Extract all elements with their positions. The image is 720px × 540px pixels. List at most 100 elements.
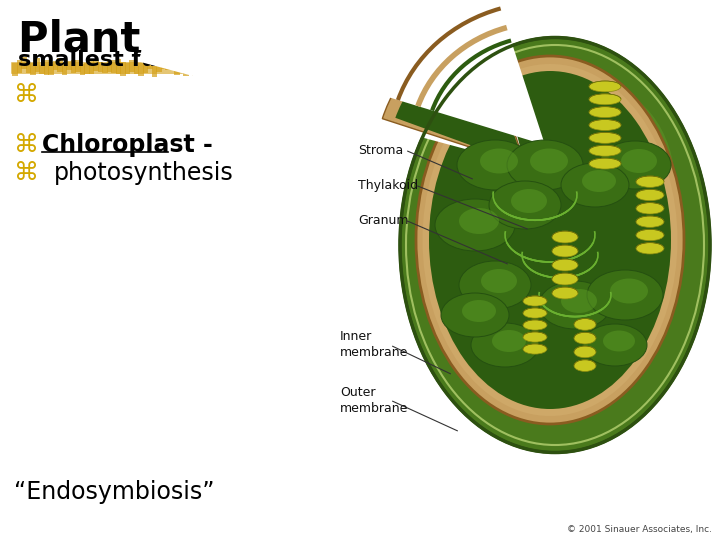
- Bar: [93, 60, 99, 71]
- Ellipse shape: [636, 242, 664, 254]
- Bar: [435, 56, 441, 70]
- Bar: [449, 63, 454, 75]
- Ellipse shape: [471, 323, 539, 367]
- Bar: [480, 63, 485, 72]
- Ellipse shape: [621, 149, 657, 173]
- Bar: [179, 59, 184, 71]
- Text: ⌘: ⌘: [14, 83, 39, 107]
- Bar: [71, 59, 76, 73]
- Bar: [12, 63, 17, 76]
- Ellipse shape: [561, 163, 629, 207]
- Bar: [133, 66, 139, 73]
- Bar: [372, 63, 377, 77]
- Wedge shape: [382, 22, 525, 165]
- Text: Granum: Granum: [358, 213, 408, 226]
- Bar: [439, 65, 445, 76]
- Bar: [485, 55, 490, 69]
- Bar: [115, 59, 121, 73]
- Ellipse shape: [574, 346, 596, 357]
- Ellipse shape: [480, 148, 518, 173]
- Ellipse shape: [589, 119, 621, 131]
- Bar: [277, 63, 283, 72]
- Bar: [327, 63, 333, 72]
- Bar: [102, 63, 107, 73]
- Bar: [255, 66, 261, 77]
- Ellipse shape: [552, 287, 578, 299]
- Bar: [345, 68, 351, 77]
- Bar: [349, 65, 355, 77]
- Bar: [53, 62, 58, 70]
- Ellipse shape: [589, 145, 621, 156]
- Bar: [359, 65, 364, 76]
- Ellipse shape: [462, 300, 496, 322]
- Ellipse shape: [523, 332, 547, 342]
- Bar: [89, 60, 94, 74]
- Ellipse shape: [589, 94, 621, 105]
- Ellipse shape: [435, 199, 515, 251]
- Bar: [295, 59, 301, 73]
- Bar: [156, 63, 161, 72]
- Ellipse shape: [489, 181, 561, 229]
- Ellipse shape: [589, 81, 621, 92]
- Ellipse shape: [523, 320, 547, 330]
- Bar: [363, 58, 369, 72]
- Bar: [61, 63, 67, 75]
- Ellipse shape: [574, 360, 596, 372]
- Ellipse shape: [492, 330, 526, 352]
- Ellipse shape: [552, 231, 578, 243]
- Ellipse shape: [582, 170, 616, 192]
- Bar: [417, 63, 423, 73]
- Ellipse shape: [636, 230, 664, 241]
- Ellipse shape: [441, 293, 509, 337]
- Bar: [79, 64, 85, 76]
- Bar: [395, 66, 400, 75]
- Ellipse shape: [552, 273, 578, 285]
- Bar: [516, 59, 521, 70]
- Bar: [75, 60, 81, 72]
- Bar: [107, 61, 112, 72]
- FancyBboxPatch shape: [11, 62, 543, 74]
- Bar: [313, 60, 319, 73]
- Ellipse shape: [523, 344, 547, 354]
- Bar: [291, 62, 297, 70]
- Bar: [35, 58, 40, 72]
- Bar: [165, 59, 171, 70]
- Bar: [300, 59, 305, 69]
- Bar: [534, 62, 539, 71]
- Ellipse shape: [583, 324, 647, 366]
- Bar: [331, 67, 337, 77]
- Bar: [489, 62, 495, 73]
- Bar: [543, 63, 549, 75]
- Ellipse shape: [511, 189, 547, 213]
- Wedge shape: [395, 35, 525, 165]
- Text: Chloroplast -: Chloroplast -: [42, 133, 212, 157]
- Bar: [444, 64, 449, 75]
- Text: © 2001 Sinauer Associates, Inc.: © 2001 Sinauer Associates, Inc.: [567, 525, 712, 534]
- Ellipse shape: [574, 319, 596, 330]
- Bar: [125, 63, 130, 73]
- Text: photosynthesis: photosynthesis: [54, 161, 234, 185]
- Bar: [259, 65, 265, 73]
- Bar: [269, 56, 274, 70]
- Bar: [287, 62, 292, 76]
- Bar: [390, 67, 395, 77]
- Ellipse shape: [561, 289, 597, 313]
- Bar: [241, 59, 247, 71]
- Bar: [17, 60, 22, 73]
- Bar: [367, 59, 373, 69]
- Bar: [336, 62, 341, 71]
- Bar: [309, 60, 315, 70]
- Bar: [151, 66, 157, 77]
- Bar: [305, 62, 310, 76]
- Bar: [84, 63, 89, 74]
- Bar: [547, 62, 553, 72]
- Bar: [246, 59, 251, 72]
- Bar: [457, 59, 463, 72]
- Ellipse shape: [459, 261, 531, 309]
- Ellipse shape: [507, 140, 583, 190]
- Bar: [25, 64, 31, 73]
- Bar: [201, 59, 207, 71]
- Bar: [399, 62, 405, 70]
- Bar: [30, 63, 35, 75]
- Ellipse shape: [636, 216, 664, 227]
